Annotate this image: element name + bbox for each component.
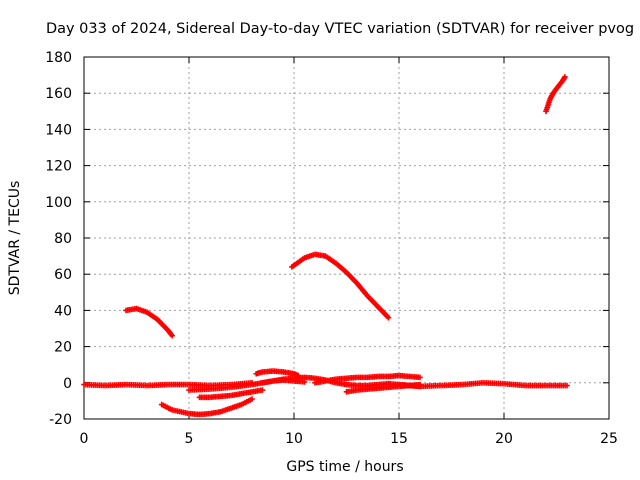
series-arc-4 — [196, 387, 266, 401]
data-series — [81, 74, 570, 418]
x-tick-label: 5 — [185, 431, 194, 447]
y-tick-label: 20 — [54, 340, 72, 356]
chart-title: Day 033 of 2024, Sidereal Day-to-day VTE… — [46, 21, 634, 37]
series-arc-8 — [289, 251, 392, 321]
y-tick-label: 40 — [54, 303, 72, 319]
y-tick-label: 0 — [63, 376, 72, 392]
series-arc-2 — [123, 305, 175, 339]
y-tick-label: 100 — [45, 195, 72, 211]
x-axis-label: GPS time / hours — [286, 459, 403, 475]
data-point — [385, 314, 392, 321]
y-tick-label: 160 — [45, 86, 72, 102]
y-axis-label: SDTVAR / TECUs — [7, 181, 23, 296]
axis-ticks: 0 5 10 15 20 25 -20 0 20 40 60 80 100 120 140 160 180 — [45, 50, 618, 447]
x-tick-label: 0 — [80, 431, 89, 447]
series-arc-9 — [312, 372, 423, 386]
x-tick-label: 15 — [390, 431, 408, 447]
data-point — [249, 396, 255, 402]
series-arc-12 — [543, 74, 568, 115]
y-tick-label: 80 — [54, 231, 72, 247]
x-tick-label: 10 — [285, 431, 303, 447]
series-arc-11 — [396, 380, 570, 390]
y-tick-label: 140 — [45, 122, 72, 138]
data-point — [259, 387, 266, 393]
x-tick-label: 20 — [495, 431, 513, 447]
series-arc-3 — [158, 396, 255, 418]
data-point — [564, 382, 570, 389]
y-tick-label: 120 — [45, 159, 72, 175]
y-tick-label: 60 — [54, 267, 72, 283]
y-tick-label: 180 — [45, 50, 72, 66]
y-tick-label: -20 — [49, 412, 72, 428]
x-tick-label: 25 — [600, 431, 618, 447]
data-point — [169, 332, 175, 339]
series-arc-6 — [253, 368, 301, 379]
grid — [84, 57, 609, 419]
data-point — [417, 374, 423, 381]
data-point — [562, 74, 568, 80]
